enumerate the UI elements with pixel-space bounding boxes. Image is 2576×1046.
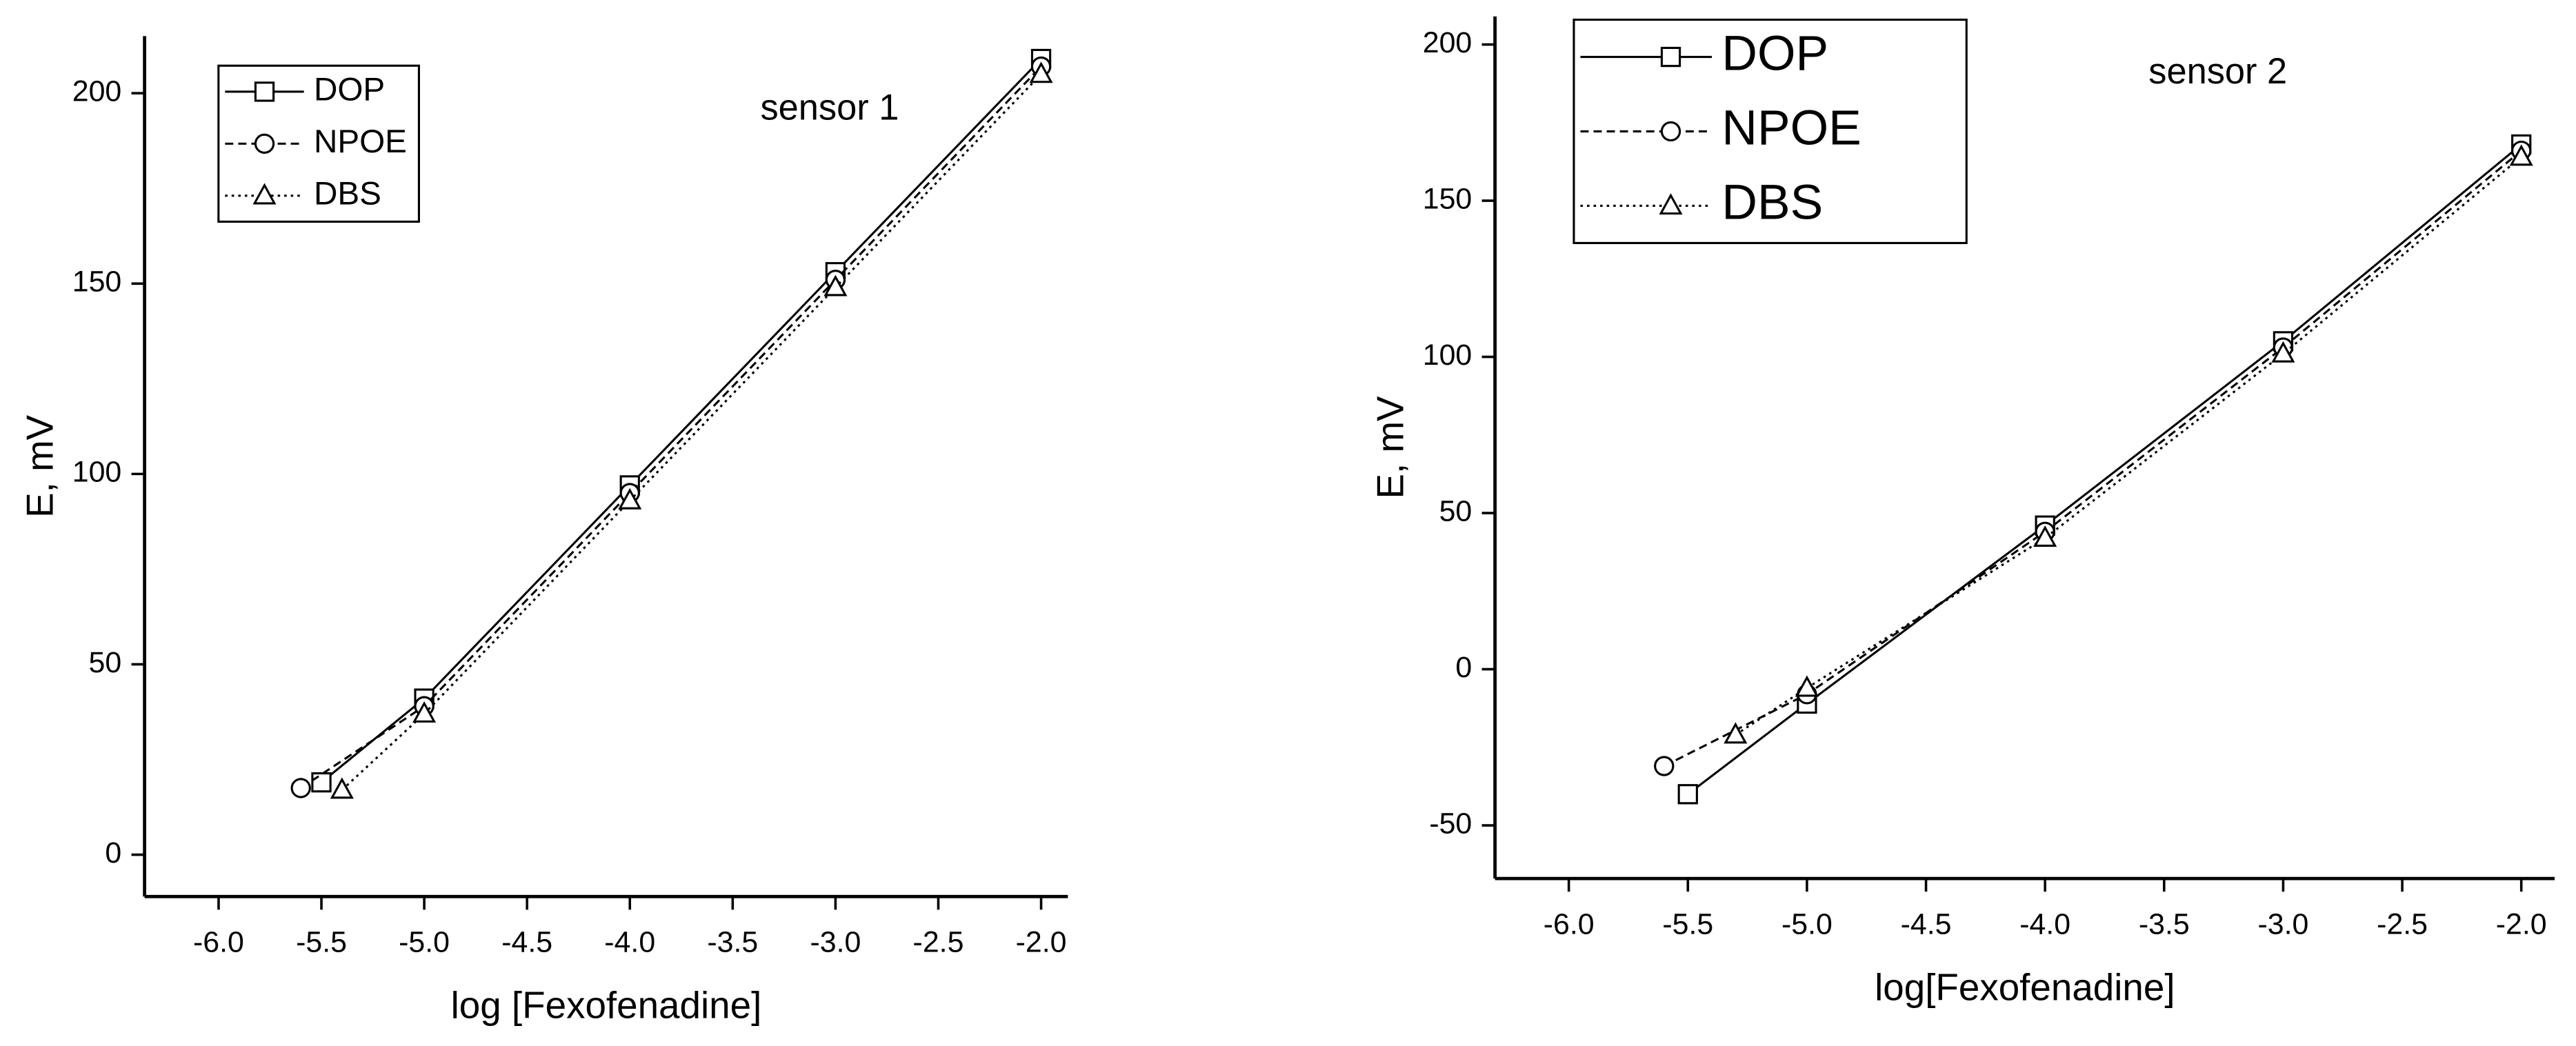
x-axis-label: log[Fexofenadine]: [1875, 966, 2175, 1009]
series-line: [321, 58, 1042, 783]
y-tick-label: 200: [1423, 26, 1472, 59]
y-axis-label: E, mV: [18, 414, 61, 518]
x-tick-label: -3.5: [2139, 907, 2190, 941]
legend-marker: [1660, 121, 1681, 142]
data-point: [618, 487, 642, 510]
data-point: [1677, 784, 1698, 805]
x-tick-label: -2.0: [2496, 907, 2547, 941]
annotation: sensor 1: [760, 88, 899, 128]
legend-label: NPOE: [1721, 100, 1861, 155]
annotation: sensor 2: [2148, 52, 2287, 92]
data-point: [823, 274, 848, 296]
x-tick-label: -4.5: [1901, 907, 1952, 941]
x-tick-label: -4.0: [2019, 907, 2070, 941]
legend-label: NPOE: [314, 123, 407, 160]
x-tick-label: -3.0: [810, 926, 861, 959]
data-point: [2509, 144, 2533, 166]
x-tick-label: -6.0: [1544, 907, 1595, 941]
x-tick-label: -5.5: [296, 926, 347, 959]
y-tick-label: 0: [1455, 651, 1472, 684]
x-tick-label: -5.0: [1781, 907, 1833, 941]
data-point: [330, 777, 354, 799]
data-point: [311, 772, 332, 793]
legend-marker: [254, 133, 275, 154]
y-axis-label: E, mV: [1368, 396, 1411, 499]
legend-label: DOP: [1721, 26, 1828, 81]
legend-label: DBS: [314, 175, 381, 212]
series-line: [300, 66, 1042, 789]
x-tick-label: -4.5: [501, 926, 552, 959]
y-tick-label: 100: [72, 456, 122, 489]
data-point: [290, 778, 311, 798]
x-tick-label: -2.5: [2377, 907, 2428, 941]
data-point: [2271, 341, 2295, 363]
y-tick-label: 50: [1439, 494, 1472, 527]
x-tick-label: -3.5: [707, 926, 758, 959]
x-tick-label: -3.0: [2258, 907, 2309, 941]
y-tick-label: 150: [1423, 182, 1472, 215]
legend-label: DOP: [314, 72, 385, 108]
y-tick-label: 200: [72, 75, 122, 108]
panel: -6.0 -5.5 -5.0 -4.5 -4.0 -3.5 -3.0 -2.5 -2.0 -50 0…: [1368, 16, 2555, 1009]
x-tick-label: -6.0: [193, 926, 244, 959]
panel: -6.0 -5.5 -5.0 -4.5 -4.0 -3.5 -3.0 -2.5 -2.0 0 50 1…: [18, 36, 1068, 1027]
data-point: [1724, 722, 1748, 744]
y-tick-label: 150: [72, 265, 122, 299]
legend-marker: [1659, 193, 1683, 215]
y-tick-label: 50: [89, 646, 122, 679]
y-tick-label: -50: [1429, 807, 1472, 840]
y-tick-label: 0: [105, 836, 121, 869]
x-tick-label: -2.0: [1016, 926, 1067, 959]
x-tick-label: -2.5: [913, 926, 964, 959]
data-point: [1654, 756, 1675, 776]
x-axis-label: log [Fexofenadine]: [451, 984, 762, 1027]
x-tick-label: -5.0: [399, 926, 450, 959]
legend-marker: [254, 81, 275, 102]
legend-label: DBS: [1721, 174, 1823, 230]
data-point: [2033, 525, 2057, 547]
series-line: [341, 73, 1042, 791]
data-point: [1795, 675, 1819, 697]
x-tick-label: -4.0: [604, 926, 655, 959]
x-tick-label: -5.5: [1662, 907, 1713, 941]
legend-marker: [1660, 46, 1681, 68]
legend-marker: [252, 183, 277, 205]
series-line: [1735, 156, 2522, 736]
data-point: [1029, 61, 1053, 83]
y-tick-label: 100: [1423, 339, 1472, 372]
data-point: [412, 701, 437, 723]
